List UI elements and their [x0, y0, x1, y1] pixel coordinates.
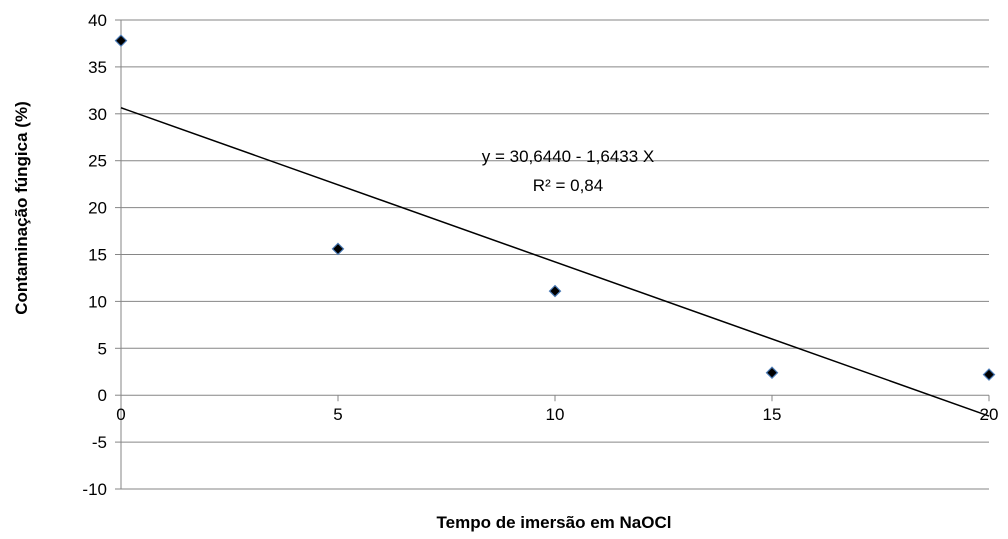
y-tick-label: -5 — [92, 433, 107, 452]
y-tick-label: 15 — [88, 246, 107, 265]
x-tick-label: 0 — [116, 405, 125, 424]
x-tick-label: 15 — [763, 405, 782, 424]
y-tick-label: -10 — [82, 480, 107, 499]
y-tick-label: 10 — [88, 292, 107, 311]
y-tick-label: 35 — [88, 58, 107, 77]
x-axis-title: Tempo de imersão em NaOCl — [437, 513, 672, 532]
y-tick-label: 20 — [88, 199, 107, 218]
data-point — [765, 366, 779, 380]
data-points — [114, 34, 996, 381]
data-point — [548, 284, 562, 298]
y-tick-label: 30 — [88, 105, 107, 124]
r-squared-label: R² = 0,84 — [533, 176, 603, 195]
trendline-equation: y = 30,6440 - 1,6433 X — [482, 147, 655, 166]
data-point — [331, 242, 345, 256]
y-tick-label: 5 — [98, 339, 107, 358]
trendline — [120, 107, 990, 417]
data-point — [114, 34, 128, 47]
y-tick-labels: 40 35 30 25 20 15 10 5 0 -5 -10 — [82, 11, 107, 499]
x-tick-labels: 0 5 10 15 20 — [116, 405, 998, 424]
y-tick-label: 25 — [88, 152, 107, 171]
x-tick-label: 5 — [333, 405, 342, 424]
x-tick-label: 20 — [980, 405, 999, 424]
y-axis-title: Contaminação fúngica (%) — [12, 101, 31, 314]
y-tick-label: 40 — [88, 11, 107, 30]
data-point — [982, 368, 996, 381]
y-tick-label: 0 — [98, 386, 107, 405]
x-tick-label: 10 — [546, 405, 565, 424]
